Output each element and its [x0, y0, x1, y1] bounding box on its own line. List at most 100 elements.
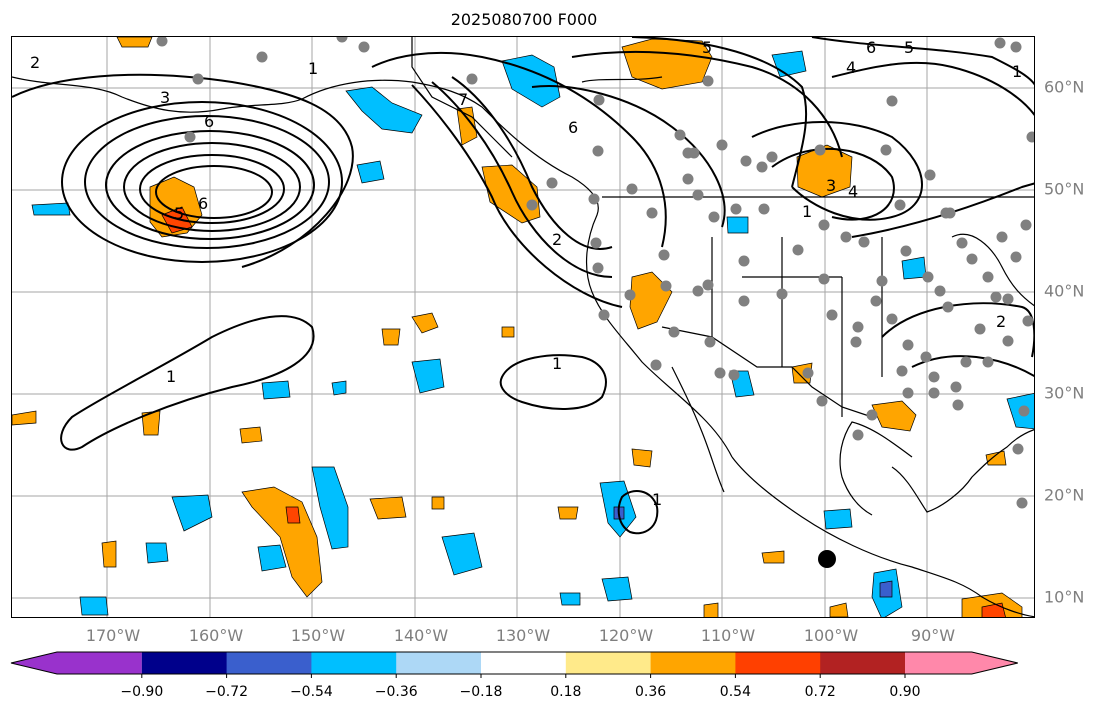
colorbar-tick-label: −0.18 [459, 684, 503, 700]
colorbar-segment [226, 652, 312, 674]
contour-label: 4 [846, 58, 856, 77]
coastlines [12, 37, 1034, 617]
contour-label: 3 [160, 88, 170, 107]
negative-anomaly-patch [901, 256, 927, 280]
colorbar-segment [905, 652, 1018, 674]
lon-tick-label: 140°W [393, 626, 449, 645]
positive-anomaly-patch [557, 506, 579, 520]
lat-tick-label: 60°N [1044, 77, 1085, 97]
colorbar-segment [311, 652, 397, 674]
positive-anomaly-patch [871, 400, 917, 432]
negative-anomaly-patch [311, 466, 349, 550]
positive-anomaly-patch [239, 426, 263, 444]
negative-anomaly-patch [257, 544, 287, 572]
lon-tick-label: 170°W [85, 626, 141, 645]
map-title: 2025080700 F000 [450, 10, 598, 29]
contour-label: 1 [1012, 62, 1022, 81]
lon-tick-label: 100°W [803, 626, 859, 645]
negative-anomaly-patch [726, 216, 749, 234]
contour-label: 6 [568, 118, 578, 137]
positive-anomaly-patch [116, 37, 153, 48]
positive-anomaly-patch [703, 602, 719, 617]
negative-anomaly-patch [79, 596, 109, 616]
colorbar-tick-label: −0.72 [205, 684, 249, 700]
negative-anomaly-patch [601, 576, 633, 602]
colorbar-tick-label: −0.54 [289, 684, 333, 700]
negative-anomaly-patch [559, 592, 581, 606]
contour-label: 6 [198, 194, 208, 213]
colorbar-segment [11, 652, 142, 674]
positive-anomaly-patch [369, 496, 407, 520]
contour-label: 3 [826, 176, 836, 195]
colorbar-segment [820, 652, 906, 674]
colorbar-tick-label: 0.54 [719, 684, 751, 700]
colorbar-segment [481, 652, 567, 674]
contour-label: 5 [702, 38, 712, 57]
colorbar-tick-label: 0.36 [635, 684, 667, 700]
colorbar-segment [141, 652, 228, 674]
colorbar-segment [735, 652, 821, 674]
positive-anomaly-patch [796, 144, 853, 198]
contour-label: 2 [996, 312, 1006, 331]
positive-anomaly-patch [381, 328, 401, 346]
colorbar-tick-label: −0.90 [120, 684, 164, 700]
colorbar-segment [650, 652, 736, 674]
positive-anomaly-patch [101, 540, 117, 568]
contour-label: 1 [166, 367, 176, 386]
negative-anomaly-patch [501, 54, 561, 108]
contour-label: 6 [866, 38, 876, 57]
contour-label: 2 [30, 53, 40, 72]
station-markers [156, 37, 1034, 509]
negative-anomaly-patch [411, 358, 445, 394]
negative-anomaly-patch [331, 380, 347, 396]
contour-label: 1 [308, 59, 318, 78]
colorbar-segment [565, 652, 652, 674]
lat-tick-label: 30°N [1044, 383, 1085, 403]
contour-label: 1 [802, 202, 812, 221]
lat-tick-label: 10°N [1044, 587, 1085, 607]
positive-anomaly-patch [12, 410, 37, 426]
positive-anomaly-patch [829, 602, 849, 617]
contour-label: 6 [204, 112, 214, 131]
lon-tick-label: 110°W [700, 626, 756, 645]
strong-positive-patch [285, 506, 301, 524]
colorbar-segment [396, 652, 482, 674]
positive-anomaly-patch [411, 312, 439, 334]
contour-label: 1 [552, 354, 562, 373]
negative-anomaly-patch [356, 160, 385, 184]
lon-tick-label: 130°W [495, 626, 551, 645]
contour-label: 5 [174, 204, 184, 223]
colorbar [10, 651, 1018, 678]
negative-anomaly-patch [145, 542, 169, 564]
lat-tick-label: 40°N [1044, 281, 1085, 301]
contour-label: 2 [552, 230, 562, 249]
positive-anomaly-patch [761, 550, 785, 564]
strong-negative-patch [879, 580, 893, 598]
negative-anomaly-patch [345, 86, 423, 134]
highlight-marker [818, 550, 836, 568]
map-frame[interactable]: 2 3 6 1 7 6 5 2 1 1 1 6 6 5 4 1 3 4 5 2 … [11, 36, 1035, 618]
positive-anomaly-patch [501, 326, 515, 338]
contour-lines [12, 37, 1034, 535]
negative-anomaly-patch [171, 494, 213, 532]
contour-label: 4 [848, 182, 858, 201]
colorbar-outline [10, 651, 1018, 675]
lon-tick-label: 120°W [598, 626, 654, 645]
positive-anomaly-patch [431, 496, 445, 510]
lon-tick-label: 160°W [188, 626, 244, 645]
lat-tick-label: 20°N [1044, 485, 1085, 505]
lon-tick-label: 150°W [290, 626, 346, 645]
contour-label: 1 [652, 490, 662, 509]
negative-anomaly-patch [261, 380, 291, 400]
map-plot[interactable]: 2 3 6 1 7 6 5 2 1 1 1 6 6 5 4 1 3 4 5 2 … [12, 37, 1035, 618]
negative-anomaly-patch [771, 50, 807, 78]
colorbar-tick-label: 0.90 [889, 684, 921, 700]
negative-anomaly-patch [823, 508, 853, 530]
lat-tick-label: 50°N [1044, 179, 1085, 199]
positive-anomaly-patch [241, 486, 323, 598]
lon-tick-label: 90°W [910, 626, 956, 645]
colorbar-tick-label: 0.72 [804, 684, 836, 700]
negative-anomaly-patch [31, 202, 71, 216]
negative-anomaly-patch [441, 532, 483, 576]
colorbar-tick-label: 0.18 [550, 684, 582, 700]
